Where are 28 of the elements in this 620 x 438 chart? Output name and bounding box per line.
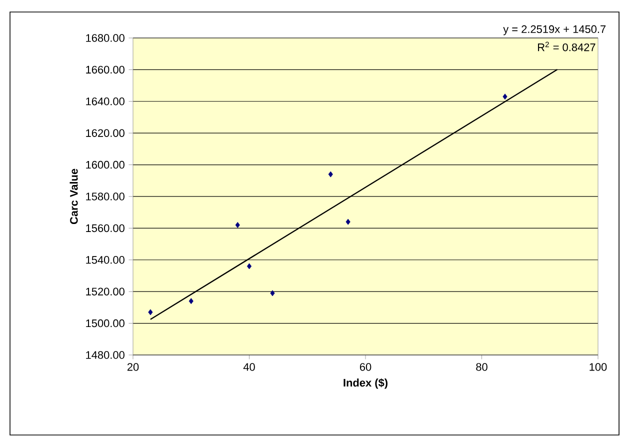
annotation: R$^{2}$ = 0.8427 bbox=[538, 42, 596, 52]
y-tick-label: 1680.00 bbox=[86, 34, 124, 42]
y-tick-label: 1500.00 bbox=[86, 319, 124, 328]
y-tick-label: 1660.00 bbox=[86, 66, 124, 74]
x-axis-title: Index ($) bbox=[344, 378, 388, 389]
y-tick-label: 1580.00 bbox=[86, 192, 124, 200]
point bbox=[346, 218, 350, 225]
point bbox=[148, 309, 153, 316]
y-tick-label: 1480.00 bbox=[86, 351, 124, 359]
y-tick-label: 1560.00 bbox=[86, 224, 124, 232]
y-axis-title: Carc Value bbox=[70, 168, 78, 224]
x-tick-label: 40 bbox=[243, 363, 255, 371]
y-tick-label: 1520.00 bbox=[86, 288, 124, 296]
point bbox=[246, 263, 252, 270]
x-tick-label: 80 bbox=[476, 363, 488, 371]
y-tick-label: 1540.00 bbox=[86, 256, 124, 264]
y-tick-label: 1640.00 bbox=[86, 98, 124, 106]
x-tick-label: 60 bbox=[360, 363, 372, 371]
point bbox=[235, 222, 240, 228]
point bbox=[328, 171, 333, 178]
y-tick-label: 1620.00 bbox=[86, 129, 124, 137]
text: y = 2.2519x + 1450.7 bbox=[503, 25, 606, 36]
x-tick-label: 20 bbox=[127, 363, 139, 371]
point bbox=[502, 94, 508, 100]
y-tick-label: 1600.00 bbox=[86, 160, 124, 169]
point bbox=[270, 290, 275, 296]
point bbox=[188, 298, 194, 304]
x-tick-label: 100 bbox=[590, 363, 607, 371]
